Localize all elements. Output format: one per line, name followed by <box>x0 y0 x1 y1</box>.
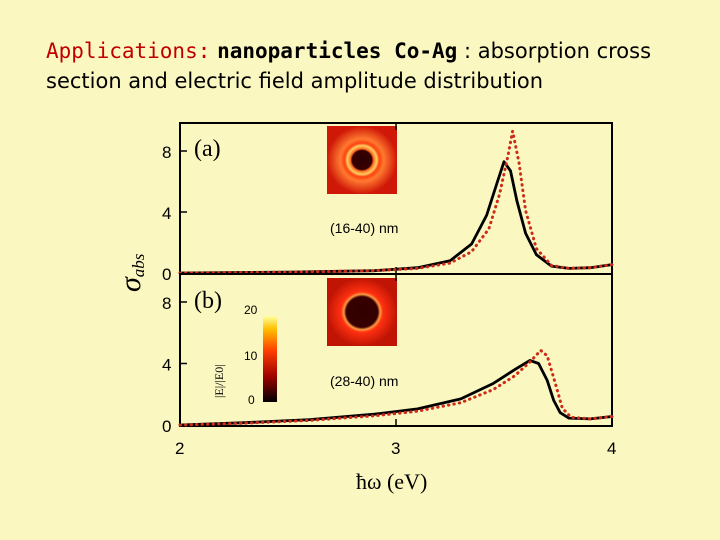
y-axis-symbol: σ <box>114 276 147 292</box>
x-tick-label: 4 <box>607 439 616 458</box>
x-tick-label: 3 <box>391 439 400 458</box>
series-line-solid <box>178 359 614 427</box>
title-rest: : absorption cross section and electric … <box>46 39 652 93</box>
size-label-a: (16-40) nm <box>330 220 398 236</box>
series-group-a <box>178 129 614 275</box>
colorbar-tick-10: 10 <box>244 349 258 363</box>
panel-b: (b) (28-40) nm 0 4 8 2 3 4 20 10 0 |E|/|E0| <box>162 273 616 458</box>
y-axis-label: σabs <box>114 253 148 292</box>
field-map-a-image <box>327 126 397 194</box>
panel-a: (a) (16-40) nm 0 4 8 <box>162 122 614 284</box>
y-tick-label: 0 <box>162 265 171 284</box>
colorbar-tick-0: 0 <box>248 393 255 407</box>
panel-a-label: (a) <box>194 136 221 162</box>
series-line-dotted <box>178 129 614 275</box>
panel-b-label: (b) <box>194 288 222 314</box>
y-tick-label: 4 <box>162 204 171 223</box>
x-axis-label: ħω (eV) <box>356 469 427 494</box>
y-axis-subscript: abs <box>129 253 148 277</box>
y-tick-label: 8 <box>162 294 171 313</box>
title-accent: Applications: <box>46 39 211 63</box>
colorbar <box>263 316 277 402</box>
y-tick-label: 0 <box>162 417 171 436</box>
series-group-b <box>178 348 614 427</box>
y-tick-label: 8 <box>162 143 171 162</box>
series-line-dotted <box>178 348 614 427</box>
title-bold: nanoparticles Co-Ag <box>217 39 458 63</box>
x-tick-label: 2 <box>175 439 184 458</box>
colorbar-label: |E|/|E0| <box>212 364 226 398</box>
slide-title: Applications: nanoparticles Co-Ag : abso… <box>46 36 706 96</box>
field-map-b-image <box>327 278 397 346</box>
size-label-b: (28-40) nm <box>330 373 398 389</box>
y-tick-label: 4 <box>162 356 171 375</box>
colorbar-tick-20: 20 <box>244 303 258 317</box>
